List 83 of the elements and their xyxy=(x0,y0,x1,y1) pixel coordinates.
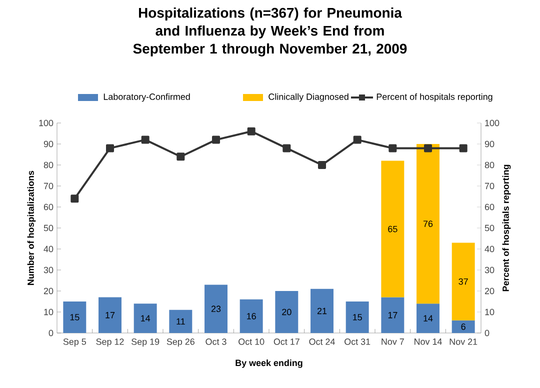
bar xyxy=(310,288,334,333)
data-label: 14 xyxy=(424,315,433,322)
x-tick-label: Oct 17 xyxy=(274,338,300,345)
y2-axis-title: Percent of hospitals reporting xyxy=(502,164,511,292)
y-tick-label: 30 xyxy=(44,266,54,274)
y2-tick-label: 40 xyxy=(484,246,494,252)
point xyxy=(70,194,79,203)
point xyxy=(141,136,150,144)
bar xyxy=(169,310,192,333)
bar xyxy=(98,297,122,333)
x-tick-label: Sep 19 xyxy=(132,338,160,347)
y-tick-label: 60 xyxy=(44,204,54,210)
y-tick-label: 90 xyxy=(44,140,54,148)
legend-label: Percent of hospitals reporting xyxy=(376,93,492,102)
y-tick-label: 80 xyxy=(44,162,54,168)
y2-tick-label: 50 xyxy=(484,224,494,232)
x-tick-label: Oct 3 xyxy=(206,338,226,345)
y2-tick-label: 30 xyxy=(484,266,494,274)
x-tick-label: Nov 14 xyxy=(414,338,442,345)
point xyxy=(282,144,291,152)
data-label: 11 xyxy=(176,318,185,325)
data-label: 17 xyxy=(106,312,115,318)
y-tick-label: 100 xyxy=(39,120,54,126)
data-label: 23 xyxy=(211,306,221,312)
y-axis-title: Number of hospitalizations xyxy=(27,170,36,285)
point xyxy=(353,136,362,144)
data-label: 15 xyxy=(70,314,80,320)
x-tick-label: Sep 12 xyxy=(96,338,124,347)
y-tick-label: 0 xyxy=(48,330,54,336)
bar xyxy=(416,144,440,304)
point xyxy=(106,144,114,152)
bar xyxy=(381,160,404,298)
bar xyxy=(452,320,475,333)
y-tick-label: 70 xyxy=(44,182,54,190)
data-label: 21 xyxy=(317,308,327,314)
y2-tick-label: 70 xyxy=(484,182,494,190)
point xyxy=(176,152,185,161)
bar xyxy=(240,299,263,333)
y-tick-label: 20 xyxy=(44,288,54,294)
point xyxy=(459,144,468,152)
y2-tick-label: 60 xyxy=(484,204,494,210)
legend-label: Clinically Diagnosed xyxy=(268,93,348,102)
data-label: 17 xyxy=(388,312,398,318)
bar xyxy=(63,302,86,333)
y-tick-label: 10 xyxy=(44,308,54,316)
data-label: 14 xyxy=(141,315,150,322)
data-label: 6 xyxy=(461,324,466,330)
bar xyxy=(134,304,157,333)
data-label: 65 xyxy=(388,226,398,232)
y2-tick-label: 90 xyxy=(484,140,494,148)
x-tick-label: Oct 10 xyxy=(238,338,264,345)
data-label: 76 xyxy=(423,220,433,227)
data-label: 16 xyxy=(247,313,256,320)
bar xyxy=(275,291,298,333)
x-axis-title: By week ending xyxy=(236,359,302,368)
bar xyxy=(381,297,404,333)
point xyxy=(424,144,432,152)
point xyxy=(318,160,326,169)
y2-tick-label: 20 xyxy=(484,288,494,294)
point xyxy=(212,136,220,144)
y-tick-label: 50 xyxy=(44,224,54,232)
point xyxy=(247,127,256,136)
y-tick-label: 40 xyxy=(44,246,54,252)
x-tick-label: Sep 5 xyxy=(63,338,86,347)
bar xyxy=(452,242,475,320)
x-tick-label: Nov 7 xyxy=(382,338,404,345)
data-label: 20 xyxy=(282,308,292,316)
x-tick-label: Oct 31 xyxy=(344,338,370,345)
y2-tick-label: 10 xyxy=(485,308,494,316)
bar xyxy=(346,302,369,333)
x-tick-label: Oct 24 xyxy=(309,338,335,345)
bar xyxy=(204,284,228,333)
data-label: 37 xyxy=(458,278,468,285)
y2-tick-label: 0 xyxy=(484,330,490,336)
point xyxy=(388,144,397,152)
y2-tick-label: 80 xyxy=(484,162,494,168)
chart-title: Hospitalizations (n=367) for Pneumonia and Influenza by Week’s End from September 1 through November 21, 2009 xyxy=(133,8,407,56)
x-tick-label: Nov 21 xyxy=(450,338,478,345)
y2-tick-label: 100 xyxy=(485,120,500,126)
data-label: 15 xyxy=(353,314,362,320)
bar xyxy=(416,304,440,333)
legend-label: Laboratory-Confirmed xyxy=(104,93,190,102)
x-tick-label: Sep 26 xyxy=(166,338,194,347)
